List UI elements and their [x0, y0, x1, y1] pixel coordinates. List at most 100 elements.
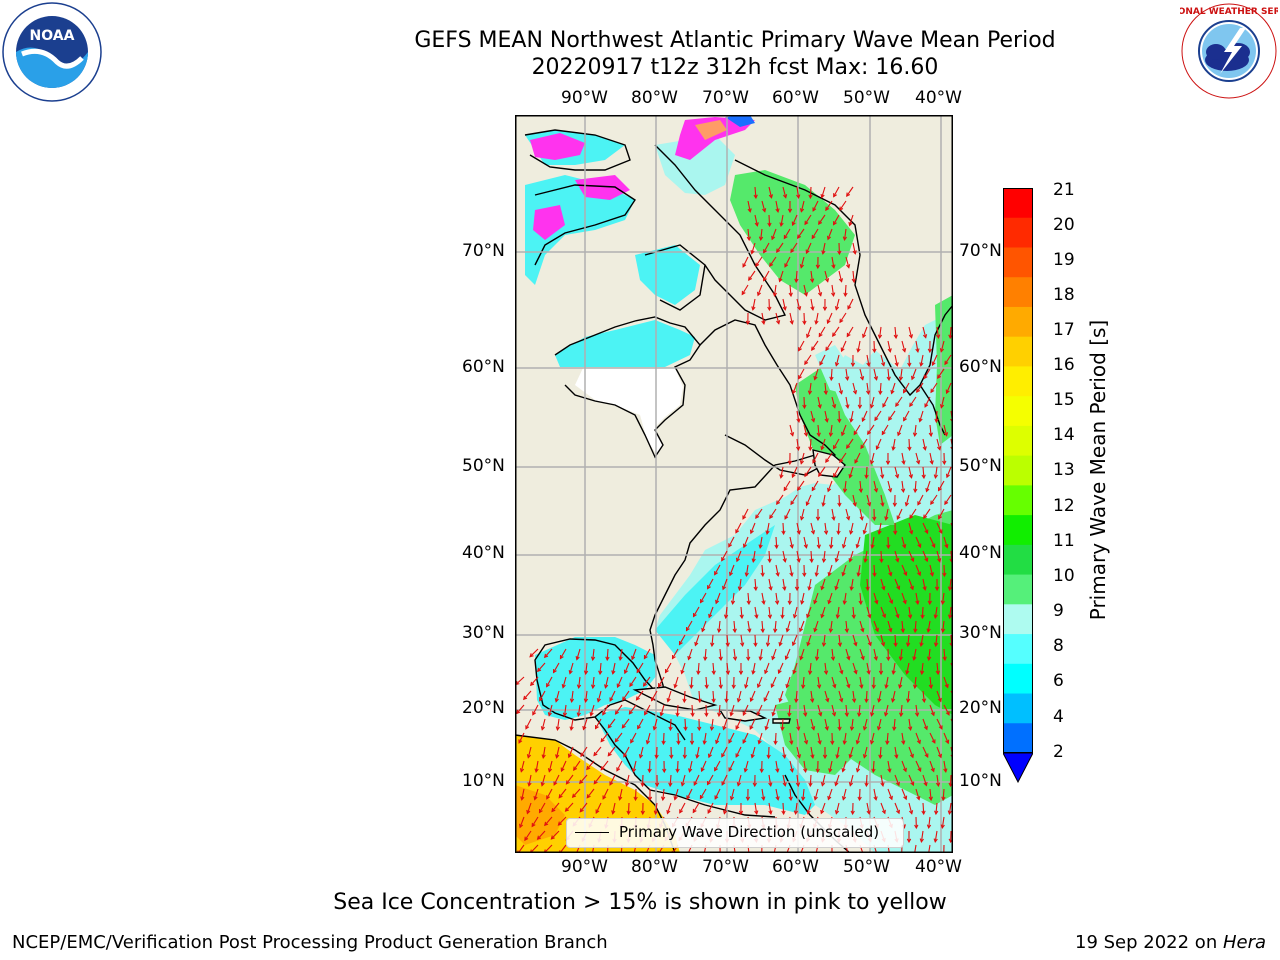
wave-direction-arrowhead [831, 516, 836, 521]
wave-direction-arrowhead [915, 348, 920, 353]
wave-direction-arrow [735, 522, 742, 534]
wave-direction-arrow [768, 606, 771, 618]
wave-direction-arrowhead [938, 529, 943, 534]
wave-direction-arrow [779, 634, 784, 646]
wave-direction-arrowhead [839, 318, 844, 324]
wave-direction-arrow [908, 718, 912, 730]
wave-direction-arrowhead [754, 810, 759, 816]
wave-direction-arrow [662, 732, 665, 745]
wave-direction-arrow [535, 760, 539, 772]
wave-direction-arrow [861, 410, 868, 422]
wave-direction-arrowhead [773, 628, 778, 634]
wave-direction-arrowhead [728, 767, 733, 772]
wave-direction-arrowhead [751, 306, 756, 311]
wave-direction-arrowhead [895, 809, 901, 815]
lon-tick-bottom: 70°W [702, 857, 749, 877]
wave-direction-arrow [873, 648, 877, 660]
wave-direction-arrow [691, 704, 694, 717]
wave-direction-arrowhead [912, 432, 918, 438]
wave-direction-arrow [880, 494, 884, 506]
wave-direction-arrowhead [827, 487, 832, 493]
colorbar-tick: 16 [1053, 355, 1075, 375]
wave-direction-arrow [630, 732, 637, 743]
wave-direction-arrow [887, 564, 892, 576]
wave-direction-arrowhead [804, 360, 809, 366]
colorbar-segment [1003, 188, 1033, 219]
wave-direction-arrowhead [948, 334, 953, 340]
wave-direction-arrow [863, 746, 868, 758]
wave-direction-arrow [831, 704, 836, 716]
wave-direction-arrowhead [678, 641, 683, 646]
wave-direction-arrowhead [803, 544, 808, 549]
wave-direction-arrowhead [776, 248, 781, 253]
wave-direction-arrow [870, 704, 875, 716]
wave-direction-arrowhead [749, 725, 754, 730]
footer-credit: NCEP/EMC/Verification Post Processing Pr… [12, 932, 608, 953]
wave-direction-arrowhead [756, 711, 761, 717]
wave-direction-arrow [837, 522, 840, 535]
wave-direction-arrow [752, 550, 756, 562]
lon-tick-top: 70°W [702, 88, 749, 108]
wave-direction-arrowhead [846, 192, 851, 197]
wave-direction-arrowhead [930, 388, 935, 394]
wave-direction-arrowhead [820, 782, 826, 787]
map-panel [515, 115, 953, 853]
wave-direction-arrowhead [894, 362, 899, 367]
wave-direction-arrow [899, 648, 903, 660]
wave-direction-arrow [669, 718, 672, 731]
wave-direction-arrowhead [788, 796, 793, 802]
wave-direction-arrowhead [518, 739, 523, 744]
wave-direction-arrowhead [721, 557, 725, 562]
wave-direction-arrowhead [812, 459, 817, 464]
wave-direction-arrow [719, 648, 722, 661]
wave-direction-arrowhead [757, 291, 762, 297]
wave-direction-arrow [819, 354, 826, 366]
wave-direction-arrow [563, 704, 567, 716]
wave-direction-arrowhead [554, 698, 559, 703]
wave-direction-arrow [929, 452, 933, 464]
wave-direction-arrowhead [628, 710, 633, 715]
wave-direction-arrowhead [723, 614, 729, 620]
wave-direction-arrow [810, 550, 813, 563]
wave-direction-arrowhead [860, 655, 865, 661]
wave-direction-arrowhead [728, 543, 733, 548]
wave-direction-arrow [936, 690, 942, 702]
wave-direction-arrowhead [898, 376, 904, 382]
wave-direction-arrowhead [782, 782, 787, 787]
wave-direction-arrowhead [822, 306, 828, 312]
wave-direction-arrowhead [725, 642, 730, 648]
wave-direction-arrow [806, 606, 812, 618]
wave-direction-arrowhead [758, 656, 763, 661]
colorbar [1002, 188, 1034, 784]
wave-direction-arrowhead [524, 836, 529, 842]
wave-direction-arrow [817, 732, 821, 744]
south-america-orange [515, 785, 565, 845]
wave-direction-arrow [864, 550, 868, 562]
colorbar-tick: 8 [1053, 636, 1064, 656]
wave-direction-arrowhead [758, 236, 764, 242]
wave-direction-arrow [887, 592, 893, 604]
wave-direction-arrow [810, 746, 814, 758]
wave-direction-arrow [726, 634, 729, 647]
wave-direction-arrowhead [925, 487, 930, 493]
wave-direction-arrowhead [869, 740, 875, 745]
wave-direction-arrow [936, 550, 941, 562]
wave-direction-arrow [711, 634, 714, 647]
wave-direction-arrowhead [940, 600, 946, 606]
wave-direction-arrowhead [519, 768, 525, 773]
wave-direction-arrowhead [796, 558, 801, 563]
wave-direction-arrow [719, 676, 722, 689]
wave-direction-arrowhead [945, 473, 950, 479]
wave-direction-arrowhead [658, 683, 662, 688]
wave-direction-arrowhead [784, 515, 789, 520]
wave-direction-arrowhead [555, 754, 560, 759]
wave-direction-arrow [866, 494, 871, 506]
wave-direction-arrowhead [771, 711, 776, 717]
wave-direction-arrowhead [654, 754, 659, 760]
wave-direction-arrow [928, 648, 931, 660]
wave-direction-arrowhead [810, 698, 815, 704]
wave-direction-arrow [905, 494, 910, 506]
wave-direction-arrowhead [921, 474, 926, 480]
wave-direction-arrowhead [685, 627, 690, 632]
wave-direction-arrow [523, 690, 532, 700]
